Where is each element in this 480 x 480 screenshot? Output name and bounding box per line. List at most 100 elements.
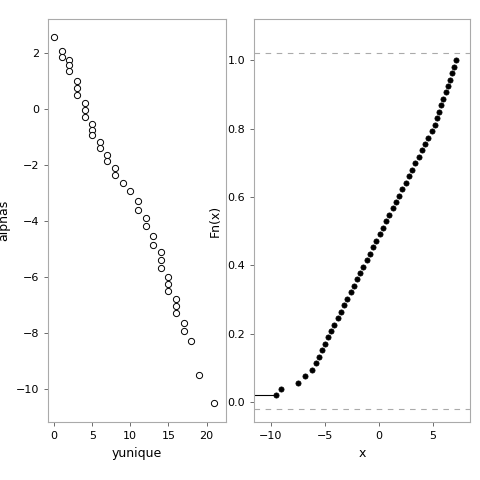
Point [431,121,439,129]
Y-axis label: Fn(x): Fn(x) [209,205,222,237]
Point [331,321,338,328]
Point [453,56,460,64]
Point [448,69,456,77]
Point [134,206,142,214]
Point [353,276,361,283]
Point [88,126,96,133]
Point [360,263,367,270]
X-axis label: x: x [359,447,366,460]
Point [73,91,81,99]
Point [195,371,203,379]
Point [88,120,96,128]
Point [142,214,149,222]
Point [376,230,384,238]
Point [363,256,371,264]
Point [312,360,320,367]
Point [81,107,88,114]
Point [65,61,73,69]
Point [408,166,416,174]
Point [334,314,341,322]
Point [96,139,104,146]
Point [88,132,96,139]
Point [379,224,387,232]
Point [411,159,419,167]
Point [435,108,443,116]
Point [104,157,111,165]
Point [111,164,119,171]
Point [96,144,104,152]
Point [50,34,58,41]
Point [81,113,88,121]
Point [65,56,73,64]
Point [389,204,396,212]
Point [337,308,345,315]
Point [321,340,328,348]
Point [442,89,449,96]
Point [327,327,335,335]
Point [58,53,66,61]
Point [405,172,413,180]
Point [421,140,429,148]
Point [347,288,354,296]
Point [294,379,301,386]
Point [366,250,374,257]
Point [157,248,165,255]
Point [104,151,111,159]
Point [272,392,280,399]
Point [149,232,157,240]
Point [301,372,309,380]
Point [398,185,406,193]
Point [385,211,393,219]
Point [308,366,315,373]
Point [73,77,81,84]
Point [324,334,332,341]
Point [370,243,377,251]
Point [127,188,134,195]
Point [134,197,142,205]
X-axis label: yunique: yunique [112,447,162,460]
Point [372,237,380,245]
Point [188,337,195,345]
Point [157,264,165,272]
Point [415,153,422,161]
Point [450,63,458,71]
Point [58,48,66,55]
Point [119,179,127,187]
Point [356,269,364,277]
Point [392,198,400,206]
Point [418,146,426,154]
Point [149,241,157,249]
Point [382,217,390,225]
Point [402,179,409,187]
Point [440,95,447,103]
Point [73,84,81,92]
Point [433,114,441,122]
Point [65,67,73,75]
Point [157,256,165,264]
Point [350,282,358,290]
Point [172,310,180,317]
Point [165,273,172,281]
Point [428,127,435,135]
Point [180,319,188,327]
Point [172,302,180,310]
Point [446,76,454,84]
Point [165,280,172,288]
Point [180,327,188,335]
Point [111,171,119,179]
Point [210,399,218,407]
Point [172,295,180,303]
Point [444,82,452,90]
Y-axis label: alphas: alphas [0,200,10,241]
Point [437,101,445,109]
Point [315,353,323,360]
Point [165,287,172,295]
Point [340,301,348,309]
Point [319,347,326,354]
Point [142,223,149,230]
Point [424,134,432,142]
Point [344,295,351,302]
Point [81,99,88,107]
Point [277,385,285,393]
Point [396,192,403,199]
